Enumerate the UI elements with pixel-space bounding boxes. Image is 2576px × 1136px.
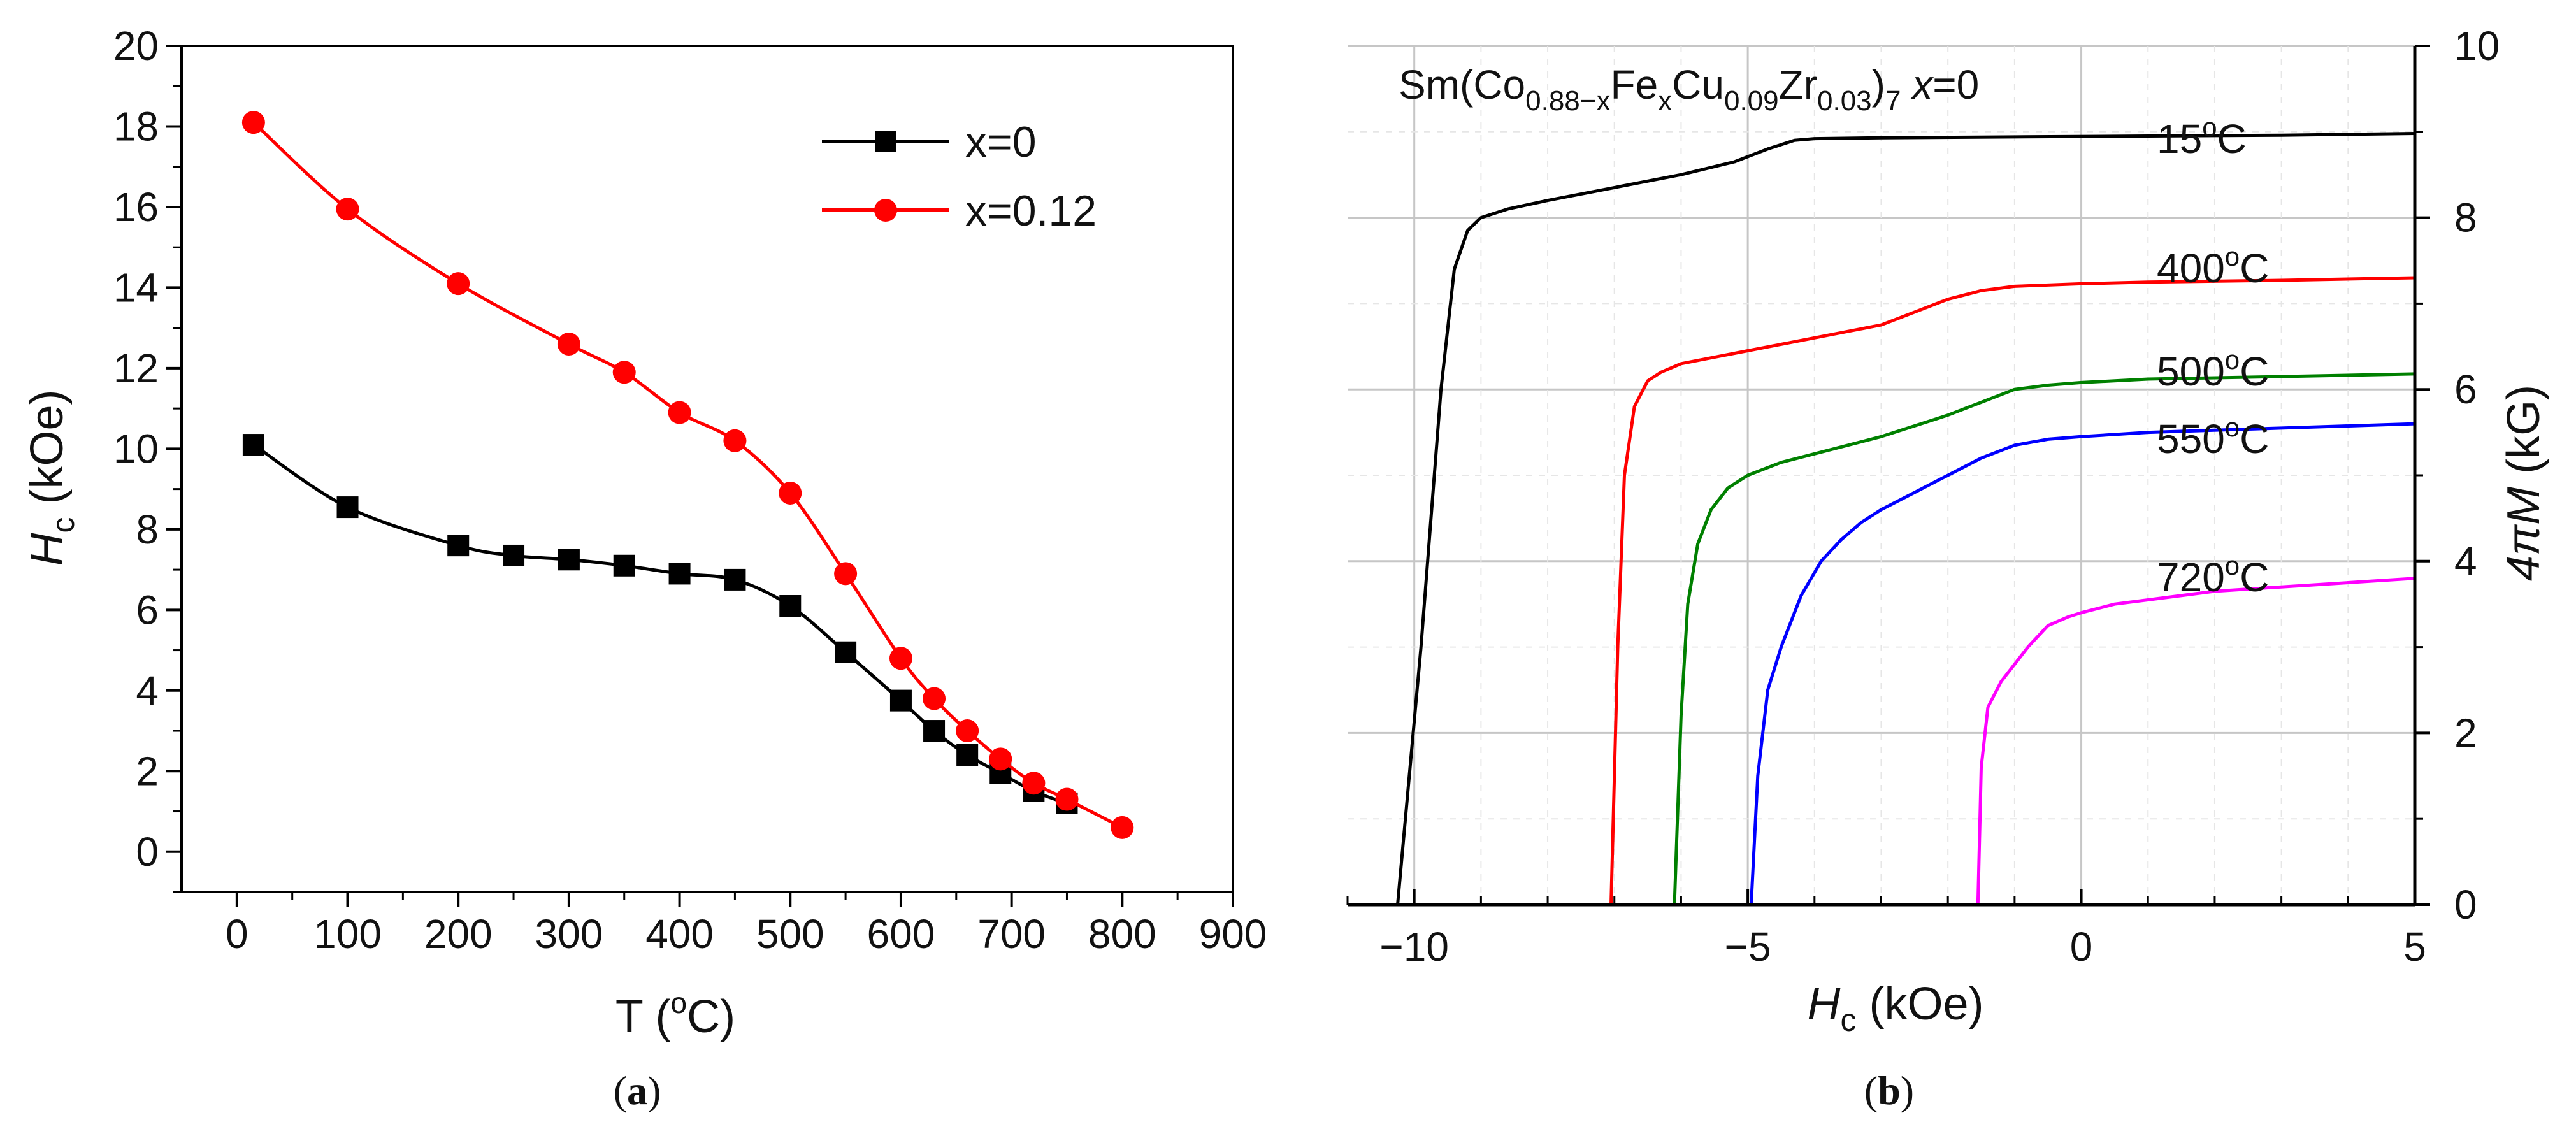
chart-a-point-1 bbox=[668, 401, 691, 424]
curve-label-500c: 500oC bbox=[2157, 345, 2269, 394]
chart-a-point-0 bbox=[336, 496, 359, 519]
legend-x012-label: x=0.12 bbox=[965, 187, 1097, 235]
chart-a-point-1 bbox=[779, 481, 802, 505]
chart-a-point-0 bbox=[956, 744, 979, 766]
chart-a-point-1 bbox=[889, 647, 912, 670]
chart-b-series bbox=[1396, 132, 2415, 905]
chart-b-x-tick-label: 5 bbox=[2403, 924, 2426, 970]
chart-b-curve-1 bbox=[1609, 276, 2415, 905]
chart-a-y-tick-label: 10 bbox=[113, 426, 159, 471]
chart-a-x-tick-label: 400 bbox=[645, 911, 714, 957]
chart-a-point-1 bbox=[612, 361, 636, 384]
chart-a-y-title: Hc (kOe) bbox=[22, 389, 81, 566]
chart-a-x-title: T (oC) bbox=[615, 986, 735, 1042]
chart-a: 0 100 200 300 400 500 600 700 800 900 0 2 4 6 8 10 12 14 1… bbox=[22, 23, 1267, 1113]
legend-x012-marker bbox=[874, 199, 897, 222]
curve-label-720c: 720oC bbox=[2157, 550, 2269, 600]
chart-a-legend: x=0 x=0.12 bbox=[822, 118, 1097, 235]
chart-a-panel-label: (a) bbox=[614, 1068, 661, 1113]
chart-a-point-0 bbox=[242, 434, 264, 456]
chart-a-point-1 bbox=[447, 272, 470, 296]
chart-a-point-1 bbox=[1111, 816, 1134, 839]
chart-a-series bbox=[241, 111, 1134, 839]
chart-a-y-tick-label: 16 bbox=[113, 184, 159, 230]
chart-b-y-tick-label: 10 bbox=[2454, 23, 2500, 69]
chart-a-point-0 bbox=[503, 544, 525, 566]
chart-a-point-0 bbox=[923, 720, 946, 742]
chart-b-y-tick-label: 0 bbox=[2454, 882, 2477, 928]
chart-b-x-title: Hc (kOe) bbox=[1807, 979, 1983, 1038]
legend-x0-marker bbox=[875, 131, 896, 152]
chart-a-x-tick-label: 800 bbox=[1088, 911, 1156, 957]
curve-label-15c: 15oC bbox=[2157, 112, 2247, 162]
chart-a-x-tick-label: 600 bbox=[867, 911, 935, 957]
chart-a-plot-frame bbox=[180, 45, 1234, 893]
chart-a-point-0 bbox=[447, 535, 470, 557]
chart-a-point-0 bbox=[613, 554, 635, 577]
curve-label-400c: 400oC bbox=[2157, 241, 2269, 291]
chart-b-curve-0 bbox=[1396, 132, 2415, 905]
chart-b-panel-label: (b) bbox=[1864, 1068, 1914, 1113]
chart-a-x-tick-label: 500 bbox=[756, 911, 824, 957]
chart-a-x-tick-label: 700 bbox=[977, 911, 1046, 957]
chart-b-formula: Sm(Co0.88−xFexCu0.09Zr0.03)7 x=0 bbox=[1399, 62, 1979, 117]
chart-b-x-tick-label: −5 bbox=[1725, 924, 1771, 970]
chart-a-axes: 0 100 200 300 400 500 600 700 800 900 0 2 4 6 8 10 12 14 1… bbox=[113, 23, 1267, 957]
chart-a-point-1 bbox=[557, 332, 580, 356]
curve-label-550c: 550oC bbox=[2157, 412, 2269, 462]
chart-a-y-tick-label: 8 bbox=[136, 507, 159, 552]
chart-a-point-1 bbox=[1055, 787, 1079, 811]
chart-a-point-0 bbox=[889, 689, 912, 712]
chart-a-x-tick-label: 200 bbox=[424, 911, 493, 957]
chart-a-y-tick-label: 20 bbox=[113, 23, 159, 69]
chart-a-y-tick-label: 2 bbox=[136, 748, 159, 794]
chart-a-point-0 bbox=[558, 549, 580, 571]
chart-a-point-1 bbox=[923, 687, 946, 710]
chart-b-y-tick-label: 8 bbox=[2454, 195, 2477, 241]
chart-b-grid bbox=[1348, 45, 2416, 906]
chart-a-point-1 bbox=[1022, 772, 1046, 795]
chart-a-series-line-0 bbox=[252, 443, 1068, 805]
chart-b-x-tick-label: 0 bbox=[2070, 924, 2093, 970]
chart-b-y-tick-label: 4 bbox=[2454, 538, 2477, 584]
chart-a-y-tick-label: 14 bbox=[113, 264, 159, 310]
chart-a-point-1 bbox=[834, 562, 858, 586]
chart-a-point-1 bbox=[956, 719, 979, 743]
chart-b-curve-4 bbox=[1976, 577, 2415, 905]
chart-a-y-tick-label: 0 bbox=[136, 829, 159, 875]
chart-b-y-title: 4πM (kG) bbox=[2498, 385, 2549, 581]
chart-b-curve-labels: 15oC 400oC 500oC 550oC 720oC bbox=[2157, 112, 2269, 600]
legend-x0-label: x=0 bbox=[965, 118, 1037, 166]
chart-a-x-tick-label: 100 bbox=[313, 911, 382, 957]
chart-a-y-tick-label: 4 bbox=[136, 668, 159, 714]
chart-a-point-0 bbox=[668, 563, 691, 585]
chart-a-point-0 bbox=[779, 595, 802, 617]
chart-a-point-1 bbox=[336, 198, 359, 221]
chart-a-y-tick-label: 18 bbox=[113, 103, 159, 149]
chart-b-y-tick-label: 6 bbox=[2454, 366, 2477, 412]
chart-b-x-tick-label: −10 bbox=[1379, 924, 1449, 970]
chart-a-point-1 bbox=[241, 111, 265, 134]
chart-b-y-tick-label: 2 bbox=[2454, 710, 2477, 756]
chart-b-curve-2 bbox=[1673, 372, 2415, 905]
chart-a-point-1 bbox=[723, 429, 747, 452]
chart-a-y-tick-label: 12 bbox=[113, 345, 159, 391]
chart-a-y-tick-label: 6 bbox=[136, 587, 159, 633]
chart-b-curve-3 bbox=[1749, 422, 2415, 905]
chart-a-x-tick-label: 300 bbox=[535, 911, 603, 957]
chart-a-point-1 bbox=[989, 747, 1012, 771]
chart-a-x-tick-label: 900 bbox=[1199, 911, 1267, 957]
chart-a-point-0 bbox=[724, 568, 746, 591]
chart-a-x-tick-label: 0 bbox=[226, 911, 248, 957]
chart-a-point-0 bbox=[835, 641, 857, 663]
